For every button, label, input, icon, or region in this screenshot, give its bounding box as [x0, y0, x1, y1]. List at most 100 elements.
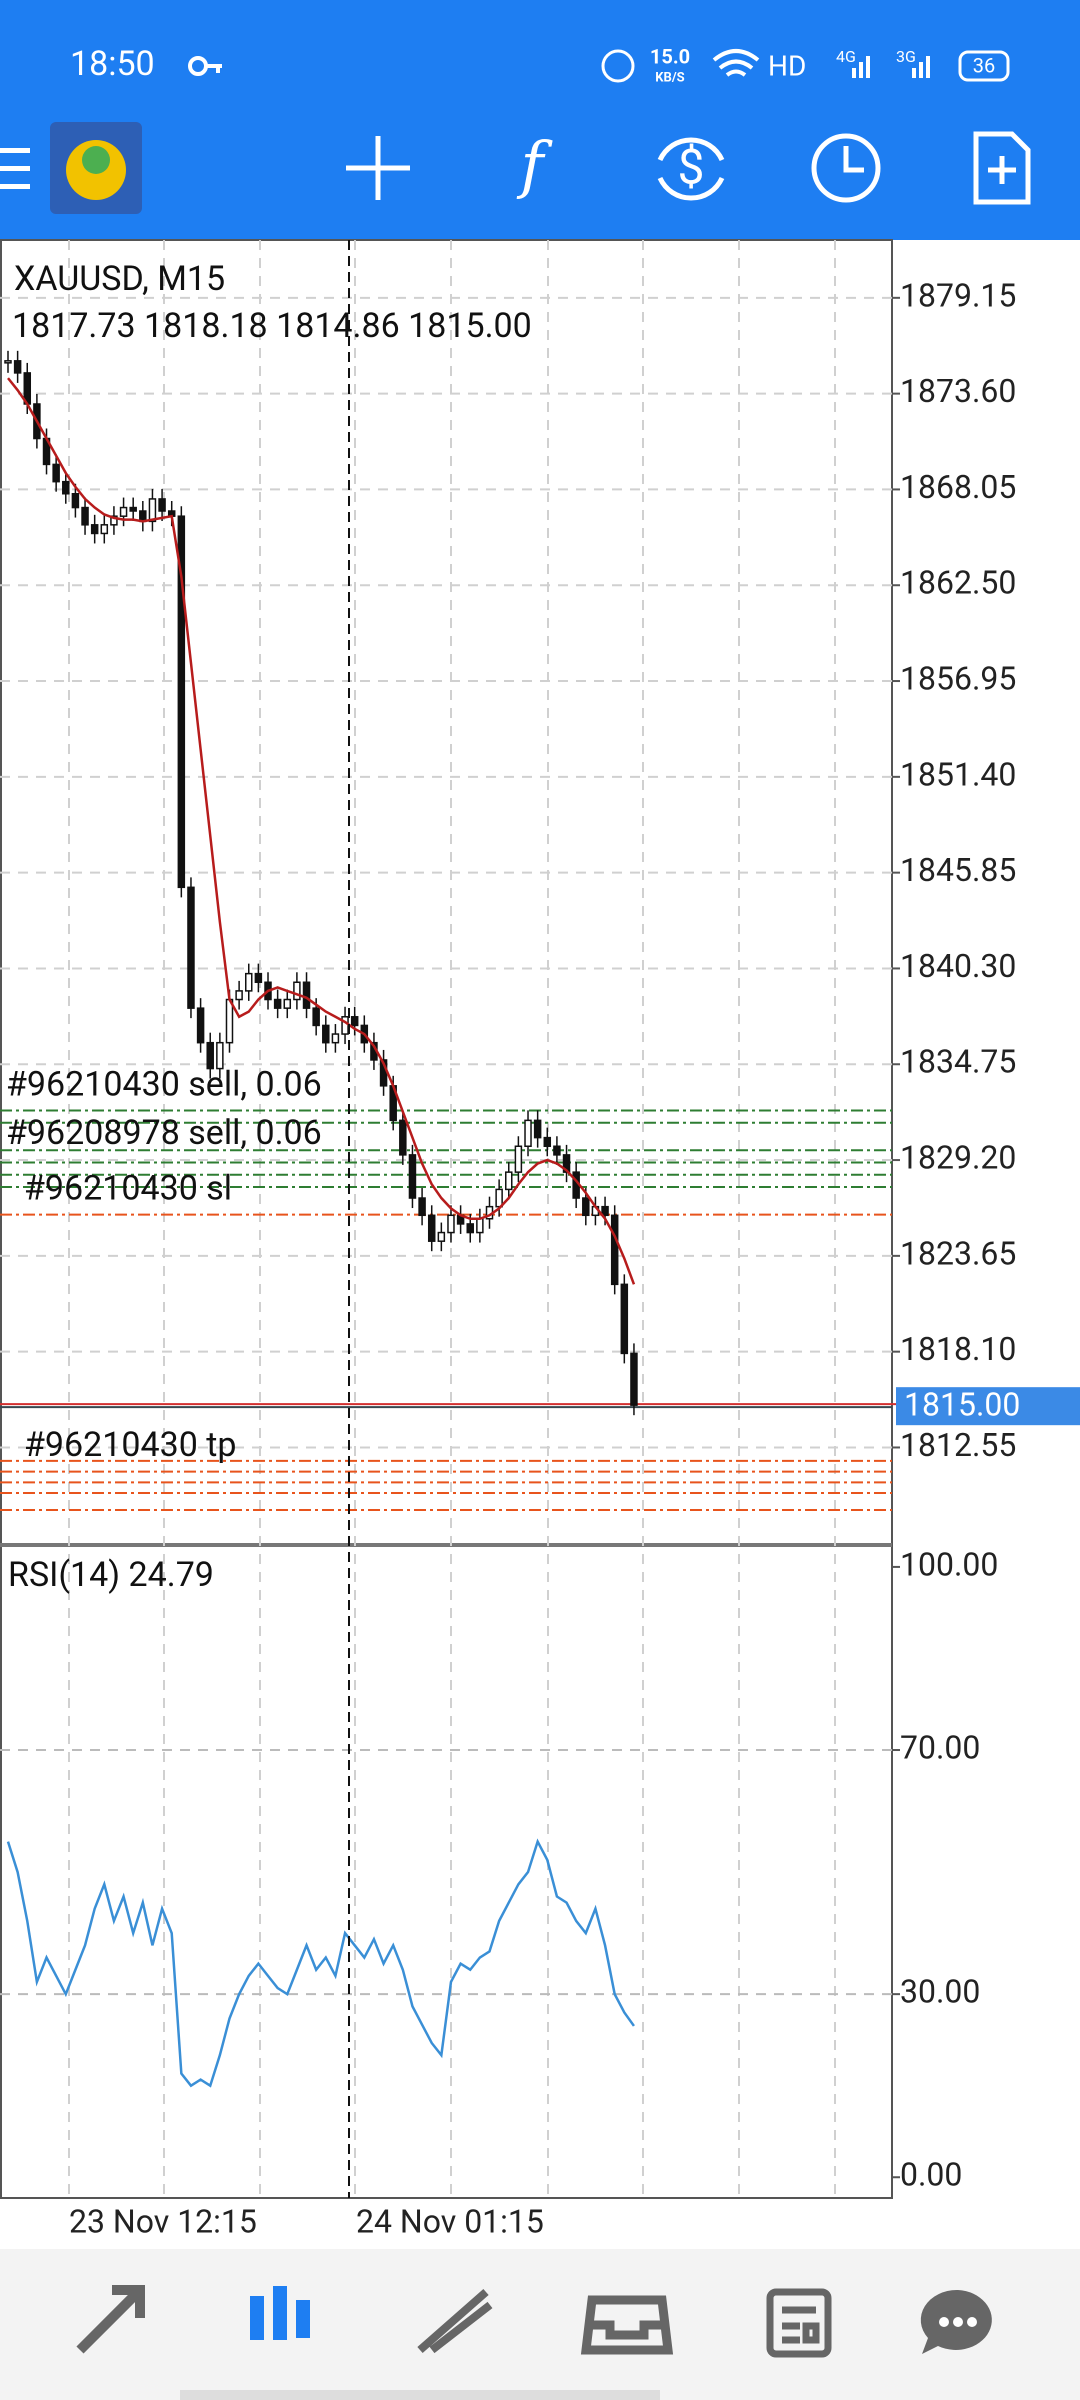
rsi-tick-label: 70.00: [900, 1728, 980, 1766]
candle: [582, 1197, 590, 1217]
y-tick-label: 1823.65: [900, 1234, 1016, 1272]
candle: [322, 1024, 330, 1044]
sl-label: #96210430 sl: [24, 1169, 232, 1209]
order-label: #96208978 sell, 0.06: [6, 1113, 322, 1153]
network-4g: 4G: [836, 47, 856, 66]
candle: [196, 1007, 205, 1044]
nav-chart[interactable]: [250, 2286, 310, 2340]
crosshair-button[interactable]: [346, 136, 410, 200]
candle: [447, 1214, 455, 1234]
y-tick-label: 1840.30: [900, 947, 1016, 985]
candle: [158, 498, 166, 512]
app-logo[interactable]: [50, 122, 142, 214]
candle: [216, 1041, 224, 1070]
x-tick-label: 23 Nov 12:15: [69, 2202, 257, 2240]
svg-text:$: $: [678, 139, 705, 196]
candle: [437, 1231, 446, 1242]
vpn-icon: [601, 49, 635, 83]
candle: [312, 1007, 320, 1027]
candle: [62, 480, 70, 495]
rsi-tick-label: 0.00: [900, 2156, 962, 2194]
candle: [302, 981, 311, 1009]
candle: [13, 360, 22, 374]
candle: [187, 886, 195, 1009]
candle: [235, 990, 243, 1001]
rsi-label: RSI(14) 24.79: [8, 1555, 214, 1595]
bottom-nav: [0, 2249, 1080, 2400]
candle: [630, 1352, 638, 1406]
y-tick-label: 1845.85: [900, 851, 1016, 889]
y-tick-label: 1873.60: [900, 372, 1016, 410]
network-3g: 3G: [896, 47, 916, 66]
candle: [514, 1145, 523, 1173]
trade-button[interactable]: $: [657, 137, 725, 201]
y-tick-label: 1851.40: [900, 755, 1016, 793]
current-price-label: 1815.00: [904, 1386, 1020, 1424]
y-tick-label: 1856.95: [900, 659, 1016, 697]
y-tick-label: 1829.20: [900, 1139, 1016, 1177]
candle: [206, 1041, 214, 1070]
candle: [71, 493, 80, 509]
ma-line: [7, 377, 636, 1285]
timeframe-button[interactable]: [811, 133, 881, 203]
battery-level: 36: [973, 53, 995, 77]
nav-quotes[interactable]: [76, 2285, 145, 2354]
nav-trade[interactable]: [417, 2288, 493, 2354]
candle: [533, 1119, 542, 1139]
candle: [52, 463, 60, 483]
candle: [81, 506, 89, 526]
candle: [495, 1188, 503, 1208]
battery-icon: [958, 50, 1010, 82]
candle: [620, 1283, 629, 1355]
rsi-tick-label: 30.00: [900, 1973, 980, 2011]
status-time: 18:50: [70, 44, 155, 84]
nav-history[interactable]: [580, 2295, 674, 2355]
candle: [350, 1016, 359, 1027]
candle: [553, 1145, 561, 1156]
header-bg: [0, 0, 1080, 240]
candle: [331, 1033, 340, 1044]
candle: [293, 981, 301, 1001]
candle: [90, 524, 99, 535]
y-tick-label: 1868.05: [900, 468, 1016, 506]
price-chart: 1879.15 1873.60 1868.05 1862.50 1856.95 1851.…: [0, 239, 1080, 2240]
new-order-button[interactable]: [973, 131, 1031, 205]
candle: [476, 1218, 484, 1234]
current-price-box: [896, 1387, 1080, 1426]
tp-label: #96210430 tp: [24, 1425, 236, 1465]
candle: [524, 1119, 532, 1148]
candle: [245, 972, 253, 992]
candle: [610, 1214, 619, 1286]
candle: [254, 972, 263, 984]
rsi-tick-label: 100.00: [900, 1545, 998, 1583]
wifi-icon: [712, 49, 760, 77]
nav-chat[interactable]: [920, 2289, 992, 2354]
y-tick-label: 1834.75: [900, 1043, 1016, 1081]
ohlc-label: 1817.73 1818.18 1814.86 1815.00: [12, 306, 532, 346]
y-tick-label: 1812.55: [900, 1426, 1016, 1464]
signal-1: [852, 56, 870, 78]
candle: [408, 1154, 417, 1199]
rsi-line: [6, 1838, 635, 2088]
y-tick-label: 1862.50: [900, 564, 1016, 602]
candle: [148, 498, 157, 523]
candle: [129, 506, 137, 512]
net-speed-unit: KB/S: [655, 70, 684, 85]
symbol-label: XAUUSD, M15: [14, 259, 225, 299]
y-tick-label: 1879.15: [900, 276, 1016, 314]
candle: [399, 1119, 407, 1156]
candle: [466, 1223, 474, 1234]
key-icon: [188, 56, 222, 76]
candle: [418, 1197, 426, 1217]
nav-news[interactable]: [766, 2288, 832, 2358]
candle: [225, 998, 234, 1044]
candle: [273, 998, 282, 1009]
candle: [110, 515, 118, 526]
candle: [4, 360, 12, 364]
candle: [177, 515, 186, 889]
home-indicator: [180, 2390, 660, 2400]
plot-frame: [0, 239, 893, 2199]
candle: [341, 1016, 349, 1035]
menu-button[interactable]: [0, 148, 30, 189]
